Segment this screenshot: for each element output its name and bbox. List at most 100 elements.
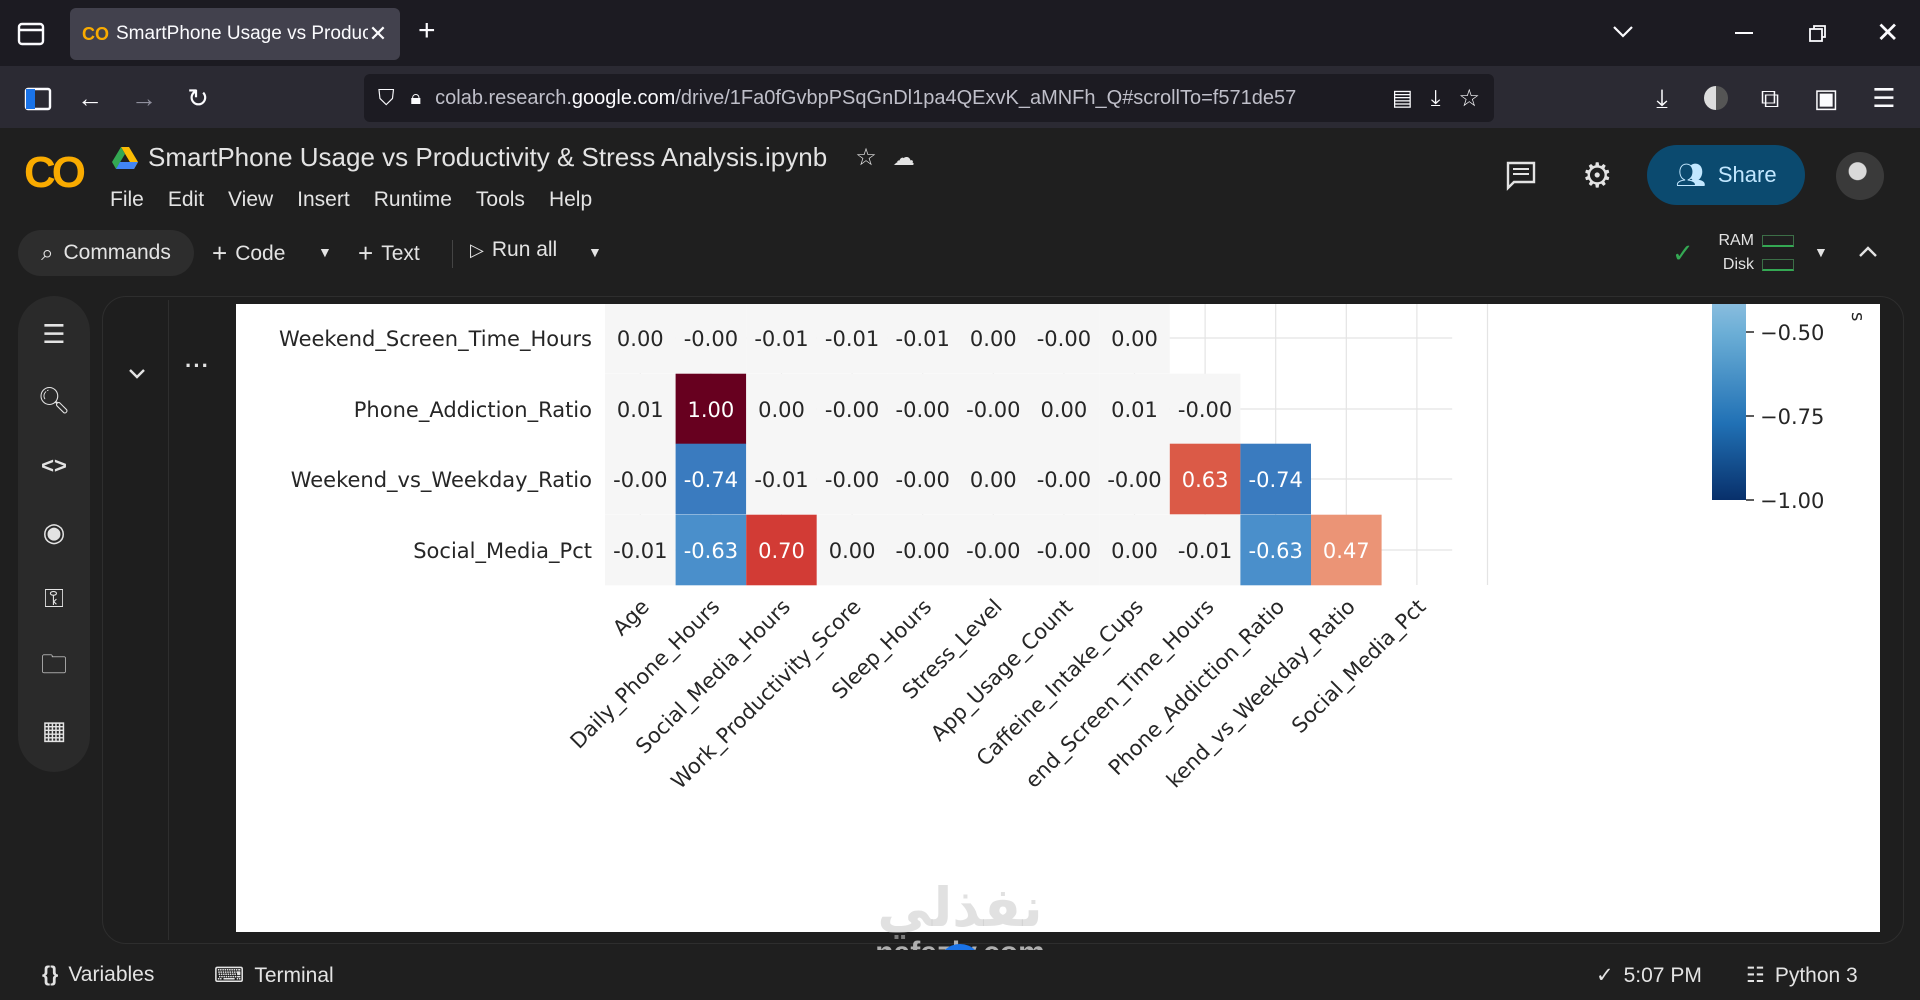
share-button[interactable]: 👥︎ Share — [1647, 145, 1805, 205]
table-of-contents-icon[interactable]: ☰ — [42, 319, 66, 349]
app-menu-icon[interactable]: ☰ — [1872, 83, 1896, 113]
plus-icon: + — [212, 238, 228, 268]
forward-arrow-icon[interactable]: → — [131, 83, 157, 113]
tab-close-icon[interactable]: ✕ — [368, 21, 388, 46]
execution-status[interactable]: ✓ 5:07 PM — [1596, 963, 1702, 988]
heatmap-cell-value: -0.00 — [1107, 468, 1161, 492]
menu-view[interactable]: View — [228, 188, 274, 211]
output-actions-icon[interactable]: ··· — [185, 353, 210, 378]
heatmap-cell — [1099, 304, 1170, 374]
data-table-icon[interactable]: ▦ — [41, 715, 67, 745]
disk-bar — [1762, 259, 1794, 271]
menu-file[interactable]: File — [110, 188, 144, 211]
browser-nav-bar: ← → ↻ ⛉ 🔒︎ colab.research. google.com/dri… — [0, 66, 1920, 128]
notebook-toolbar: ⌕ Commands + Code ▼ + Text ▷ Run all ▼ ✓… — [0, 224, 1920, 282]
url-bar[interactable]: ⛉ 🔒︎ colab.research. google.com/drive/1Fa… — [364, 74, 1494, 122]
heatmap-cell-value: 0.00 — [970, 468, 1017, 492]
heatmap-cell — [605, 373, 676, 445]
menu-runtime[interactable]: Runtime — [373, 188, 452, 211]
settings-gear-icon[interactable]: ⚙ — [1582, 157, 1613, 195]
colab-favicon-icon: CO — [82, 23, 109, 44]
minimize-icon[interactable] — [1735, 32, 1753, 34]
heatmap-cell — [958, 304, 1029, 374]
browser-tab-strip: CO SmartPhone Usage vs Productivity & St… — [0, 0, 1920, 66]
extension-badge-icon[interactable]: ▣ — [1813, 83, 1839, 113]
heatmap-cell — [816, 373, 888, 445]
reader-view-icon[interactable]: ▤ — [1391, 85, 1413, 110]
secrets-eye-icon[interactable]: ◉ — [42, 517, 66, 547]
add-text-button[interactable]: + Text — [358, 238, 420, 269]
heatmap-cell — [958, 373, 1029, 445]
heatmap-cell — [887, 304, 958, 374]
close-window-icon[interactable]: ✕ — [1876, 17, 1900, 48]
files-folder-icon[interactable]: 🗀 — [40, 649, 67, 679]
row-tick-label: Weekend_vs_Weekday_Ratio — [291, 468, 592, 493]
save-page-icon[interactable]: ⤓ — [1430, 85, 1441, 110]
star-icon[interactable]: ☆ — [855, 144, 877, 171]
new-tab-icon[interactable]: + — [418, 14, 436, 47]
code-snippets-icon[interactable]: <> — [41, 453, 67, 478]
heatmap-cell-value: -0.01 — [825, 327, 879, 351]
key-icon[interactable]: ⚿ — [44, 583, 64, 613]
run-all-dropdown-icon[interactable]: ▼ — [588, 244, 602, 260]
variables-label: Variables — [68, 963, 155, 986]
runtime-type-button[interactable]: ☷ Python 3 — [1746, 963, 1858, 988]
reload-icon[interactable]: ↻ — [187, 83, 209, 113]
menu-help[interactable]: Help — [548, 188, 593, 211]
collapse-header-chevron-icon[interactable] — [1856, 240, 1880, 264]
heatmap-cell-value: 0.01 — [1111, 398, 1158, 422]
heatmap-cell-value: -0.63 — [684, 539, 738, 563]
account-icon[interactable] — [1696, 78, 1736, 118]
comments-icon[interactable] — [1504, 158, 1538, 192]
run-all-button[interactable]: ▷ Run all — [470, 238, 557, 262]
extensions-icon[interactable]: ⧉ — [1760, 83, 1780, 113]
menu-insert[interactable]: Insert — [297, 188, 350, 211]
restore-icon[interactable] — [1808, 24, 1828, 44]
url-path: /drive/1Fa0fGvbpPSqGnDl1pa4QExvK_aMNFh_Q… — [675, 86, 1297, 109]
heatmap-cell — [1028, 373, 1100, 445]
heatmap-cell-value: 0.00 — [1041, 398, 1088, 422]
browser-tab-active[interactable]: CO SmartPhone Usage vs Productivity & St… — [70, 8, 400, 60]
avatar[interactable] — [1836, 152, 1884, 200]
shield-icon[interactable]: ⛉ — [378, 85, 395, 110]
heatmap-cell-value: -0.00 — [684, 327, 738, 351]
runtime-label: Python 3 — [1774, 963, 1858, 987]
menu-edit[interactable]: Edit — [167, 188, 205, 211]
heatmap-cell — [675, 514, 747, 586]
menu-tools[interactable]: Tools — [475, 188, 525, 211]
server-icon: ☷ — [1746, 964, 1765, 987]
heatmap-cell-value: -0.00 — [825, 468, 879, 492]
collapse-output-chevron-icon[interactable] — [125, 361, 149, 385]
find-replace-icon[interactable]: 🔍︎ — [37, 385, 71, 415]
resource-monitor[interactable]: RAM Disk — [1718, 232, 1798, 276]
heatmap-cell — [958, 514, 1029, 586]
heatmap-cell — [1240, 443, 1311, 515]
column-tick-label: Social_Media_Pct — [1287, 595, 1431, 739]
code-dropdown-icon[interactable]: ▼ — [318, 244, 332, 260]
variables-button[interactable]: {} Variables — [42, 963, 154, 987]
tab-overview-icon[interactable] — [14, 16, 48, 50]
heatmap-cell — [1240, 514, 1311, 586]
back-arrow-icon[interactable]: ← — [77, 83, 103, 113]
heatmap-cell — [746, 373, 817, 445]
heatmap-cell-value: -0.00 — [1178, 398, 1232, 422]
heatmap-cell-value: -0.00 — [825, 398, 879, 422]
bookmark-star-icon[interactable]: ☆ — [1458, 84, 1480, 112]
notebook-title[interactable]: SmartPhone Usage vs Productivity & Stres… — [148, 142, 828, 172]
downloads-icon[interactable]: ⤓ — [1656, 83, 1668, 113]
ram-label: RAM — [1718, 232, 1754, 249]
colab-logo[interactable]: CO — [24, 148, 86, 197]
tab-list-chevron-icon[interactable] — [1610, 18, 1636, 44]
cloud-saved-icon[interactable]: ☁ — [892, 144, 915, 170]
heatmap-cell — [746, 514, 817, 586]
runtime-dropdown-icon[interactable]: ▼ — [1814, 244, 1828, 260]
terminal-button[interactable]: ⌨ Terminal — [214, 963, 334, 988]
commands-button[interactable]: ⌕ Commands — [18, 230, 194, 276]
sidebar-toggle-icon[interactable] — [18, 78, 58, 118]
heatmap-cell — [887, 373, 958, 445]
lock-icon[interactable]: 🔒︎ — [410, 86, 422, 109]
heatmap-cell — [816, 443, 888, 515]
share-label: Share — [1717, 162, 1777, 187]
add-code-button[interactable]: + Code — [212, 238, 285, 269]
heatmap-cell-value: -0.63 — [1249, 539, 1303, 563]
